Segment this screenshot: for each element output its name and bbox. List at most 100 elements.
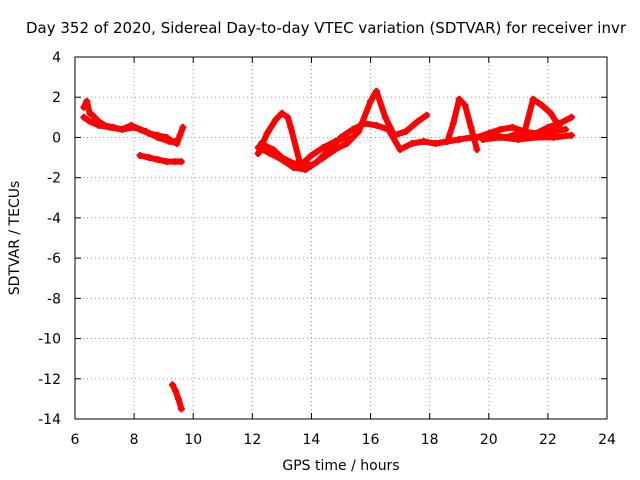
data-point (307, 152, 315, 159)
data-point (432, 140, 440, 147)
data-point (544, 123, 552, 131)
x-axis-label: GPS time / hours (282, 458, 399, 474)
x-tick-label: 6 (71, 432, 80, 448)
y-tick-label: -10 (38, 332, 61, 348)
data-point (299, 160, 307, 168)
data-point (343, 140, 351, 147)
data-point (319, 144, 327, 151)
data-point (278, 109, 286, 117)
y-tick-label: 4 (52, 50, 61, 66)
data-point (508, 123, 516, 131)
data-point (381, 113, 389, 121)
series-evening-spike-19 (443, 95, 481, 153)
data-point (461, 101, 469, 109)
y-tick-label: 0 (52, 130, 61, 146)
data-point (550, 133, 558, 141)
series-line (80, 114, 179, 145)
data-point (287, 123, 295, 131)
chart-title: Day 352 of 2020, Sidereal Day-to-day VTE… (26, 19, 627, 37)
y-tick-label: -2 (47, 171, 61, 187)
data-point (514, 136, 522, 143)
data-point (467, 123, 475, 131)
series-line (169, 381, 185, 412)
data-point (176, 131, 184, 139)
data-point (367, 97, 375, 105)
data-point (145, 154, 153, 162)
data-point (163, 158, 171, 166)
series-morning-lower (80, 113, 179, 145)
data-point (343, 133, 351, 141)
x-tick-label: 14 (303, 432, 321, 448)
series-morning-hook (173, 123, 187, 147)
x-tick-label: 22 (539, 432, 557, 448)
series-dip-segment (136, 152, 185, 166)
data-point (302, 166, 309, 174)
data-point (402, 127, 410, 135)
data-point (89, 111, 97, 119)
data-point (172, 387, 179, 395)
data-point (290, 160, 298, 168)
data-point (278, 154, 286, 162)
data-point (497, 125, 505, 133)
x-tick-label: 18 (421, 432, 439, 448)
x-tick-label: 12 (243, 432, 261, 448)
data-point (177, 405, 185, 413)
data-point (455, 136, 463, 143)
y-tick-label: -4 (47, 211, 61, 227)
y-tick-label: -12 (38, 372, 61, 388)
data-point (166, 138, 174, 145)
data-point (154, 156, 162, 164)
data-point (95, 121, 103, 129)
data-point (473, 133, 481, 141)
data-point (284, 113, 292, 121)
y-axis-label: SDTVAR / TECUs (7, 181, 23, 296)
data-point (556, 119, 564, 127)
data-point (538, 101, 546, 109)
data-point (550, 127, 558, 135)
data-point (520, 127, 528, 135)
data-point (107, 123, 114, 131)
data-point (449, 119, 457, 127)
data-point (172, 158, 179, 166)
data-point (529, 95, 537, 103)
data-point (177, 158, 185, 166)
data-point (547, 109, 555, 117)
series-line (255, 88, 430, 169)
data-point (257, 140, 265, 147)
series-outlier-drop (169, 381, 185, 413)
data-point (86, 117, 94, 125)
y-tick-label: -6 (47, 251, 61, 267)
series-evening-tail (473, 113, 575, 141)
series-evening-tail-low (479, 131, 575, 143)
data-point (154, 133, 162, 141)
data-point (532, 133, 540, 141)
data-point (455, 95, 463, 103)
data-point (263, 129, 271, 137)
data-point (254, 150, 262, 157)
x-tick-label: 16 (362, 432, 380, 448)
x-tick-label: 8 (130, 432, 139, 448)
y-tick-label: -14 (38, 412, 61, 428)
x-tick-label: 10 (184, 432, 202, 448)
data-point (118, 125, 126, 133)
data-point (485, 129, 493, 137)
series-afternoon-c (257, 133, 351, 168)
data-point (136, 152, 144, 159)
data-point (254, 144, 262, 151)
data-point (497, 133, 505, 141)
data-point (361, 119, 369, 127)
data-point (169, 381, 176, 389)
data-point (373, 87, 380, 95)
data-point (272, 115, 280, 123)
data-point (568, 113, 575, 121)
data-point (331, 138, 339, 145)
x-tick-label: 20 (480, 432, 498, 448)
data-point (269, 146, 277, 153)
series-line (479, 132, 575, 143)
data-point (349, 125, 357, 133)
series-layer (80, 87, 575, 413)
plot-frame (74, 56, 608, 420)
data-point (479, 136, 487, 143)
data-point (142, 127, 150, 135)
